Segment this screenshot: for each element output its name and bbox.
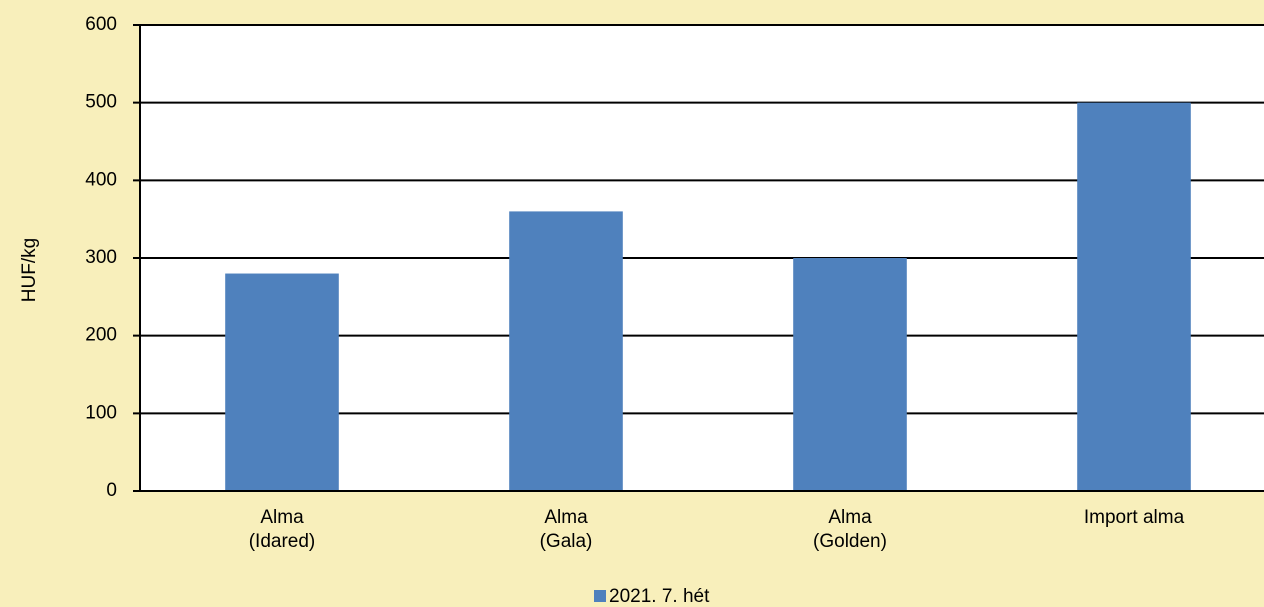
x-tick-label: Import alma [1084, 507, 1185, 528]
y-tick-label: 0 [106, 480, 117, 501]
y-tick-label: 500 [85, 92, 117, 113]
x-tick-label: Alma (Idared) [249, 507, 316, 552]
x-tick-label: Alma (Golden) [813, 507, 887, 552]
y-tick-label: 600 [85, 14, 117, 35]
bar [225, 273, 339, 491]
bar [793, 258, 907, 491]
y-axis-label: HUF/kg [19, 238, 40, 302]
bar [1077, 102, 1191, 492]
y-tick-label: 400 [85, 169, 117, 190]
legend-swatch [594, 590, 606, 602]
y-tick-label: 200 [85, 325, 117, 346]
y-tick-label: 300 [85, 247, 117, 268]
x-tick-label: Alma (Gala) [540, 507, 593, 552]
legend-label: 2021. 7. hét [609, 586, 710, 607]
y-tick-label: 100 [85, 402, 117, 423]
bar [509, 211, 623, 491]
